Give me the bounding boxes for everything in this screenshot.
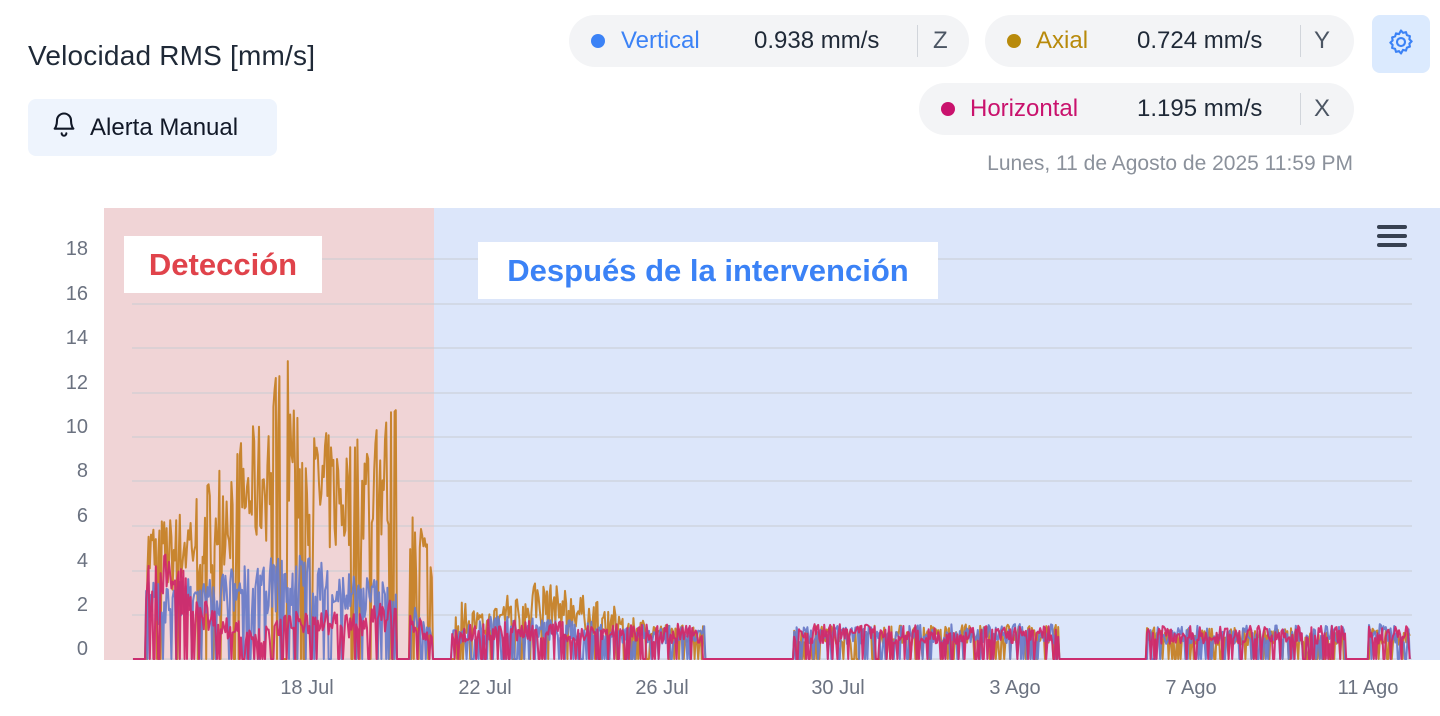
y-tick-label: 16 xyxy=(66,283,88,305)
reading-value: 1.195 mm/s xyxy=(1137,95,1263,122)
after-intervention-region-label: Después de la intervención xyxy=(478,242,938,299)
reading-horizontal[interactable]: Horizontal 1.195 mm/s X xyxy=(919,83,1354,135)
reading-axis: Y xyxy=(1314,27,1331,54)
reading-vertical[interactable]: Vertical 0.938 mm/s Z xyxy=(569,15,969,67)
manual-alert-label: Alerta Manual xyxy=(90,113,239,141)
page-title: Velocidad RMS [mm/s] xyxy=(28,40,316,71)
horizontal-dot-icon xyxy=(941,102,955,116)
x-tick-label: 30 Jul xyxy=(811,677,864,699)
x-tick-label: 18 Jul xyxy=(280,677,333,699)
y-tick-label: 14 xyxy=(66,327,88,349)
divider xyxy=(917,25,918,57)
reading-value: 0.938 mm/s xyxy=(754,27,880,54)
reading-name: Horizontal xyxy=(970,95,1079,122)
detection-region-label: Detección xyxy=(124,236,322,293)
divider xyxy=(1300,93,1301,125)
axial-dot-icon xyxy=(1007,34,1021,48)
region-label-text: Detección xyxy=(148,246,298,282)
series-line-horizontal xyxy=(133,553,1411,660)
vertical-dot-icon xyxy=(591,34,605,48)
x-tick-label: 11 Ago xyxy=(1338,677,1399,699)
hamburger-menu-icon[interactable] xyxy=(1375,222,1409,250)
reading-axial[interactable]: Axial 0.724 mm/s Y xyxy=(985,15,1354,67)
divider xyxy=(1300,25,1301,57)
reading-axis: Z xyxy=(933,27,948,54)
bell-icon xyxy=(50,110,78,145)
y-tick-label: 18 xyxy=(66,238,88,260)
y-tick-label: 2 xyxy=(77,594,88,616)
x-tick-label: 22 Jul xyxy=(458,677,511,699)
x-tick-label: 7 Ago xyxy=(1165,677,1216,699)
y-tick-label: 0 xyxy=(77,638,88,660)
y-tick-label: 10 xyxy=(66,416,88,438)
x-tick-label: 3 Ago xyxy=(989,677,1040,699)
reading-axis: X xyxy=(1314,95,1331,122)
reading-name: Vertical xyxy=(621,27,700,54)
reading-value: 0.724 mm/s xyxy=(1137,27,1263,54)
region-label-text: Después de la intervención xyxy=(507,252,909,288)
settings-button[interactable] xyxy=(1372,15,1430,73)
y-tick-label: 12 xyxy=(66,372,88,394)
y-tick-label: 8 xyxy=(77,460,88,482)
reading-name: Axial xyxy=(1036,27,1089,54)
manual-alert-button[interactable]: Alerta Manual xyxy=(28,99,277,156)
y-tick-label: 6 xyxy=(77,505,88,527)
y-tick-label: 4 xyxy=(77,550,88,572)
gear-icon xyxy=(1386,27,1416,62)
x-tick-label: 26 Jul xyxy=(635,677,688,699)
timestamp: Lunes, 11 de Agosto de 2025 11:59 PM xyxy=(987,152,1353,175)
